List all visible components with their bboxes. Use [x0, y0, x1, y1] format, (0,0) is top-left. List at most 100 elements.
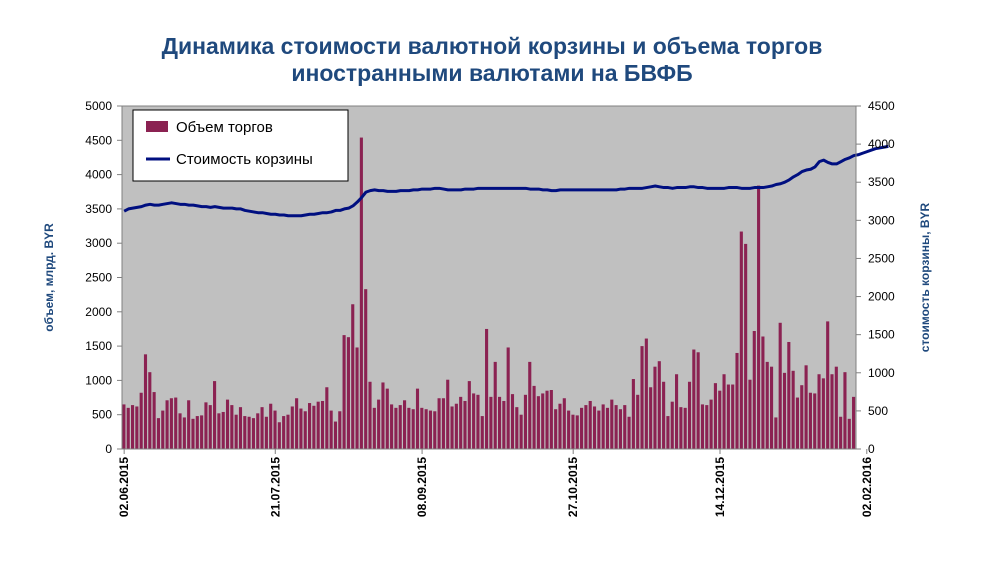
volume-bar: [295, 398, 299, 449]
left-tick-label: 5000: [85, 99, 112, 113]
x-axis: 02.06.2015 21.07.2015 08.09.2015 27.10.2015…: [117, 448, 874, 517]
chart-title-line2: иностранными валютами на БВФБ: [291, 60, 693, 86]
volume-bar: [515, 407, 519, 449]
volume-bar: [757, 185, 761, 449]
right-tick-label: 3000: [868, 213, 895, 227]
volume-bar: [143, 354, 148, 449]
volume-bar: [571, 414, 575, 449]
volume-bar: [139, 392, 143, 449]
volume-bar: [795, 397, 800, 449]
x-tick-label: 21.07.2015: [268, 457, 282, 517]
volume-bar: [744, 243, 748, 449]
volume-bar: [415, 388, 420, 449]
right-tick-label: 2500: [868, 251, 895, 265]
volume-bar: [372, 407, 376, 449]
volume-bar: [355, 347, 359, 449]
volume-bar: [700, 404, 705, 449]
volume-bar: [282, 416, 286, 449]
volume-bar: [381, 382, 385, 449]
volume-bar: [217, 413, 221, 449]
volume-bar: [424, 409, 428, 449]
volume-bar: [316, 401, 320, 449]
left-tick-label: 1000: [85, 373, 112, 387]
volume-bar: [454, 403, 458, 449]
volume-bar: [575, 415, 579, 449]
volume-bar: [675, 374, 679, 449]
volume-bar: [329, 410, 333, 449]
volume-bar: [644, 338, 648, 449]
volume-bar: [662, 381, 666, 449]
volume-bar: [770, 366, 774, 449]
volume-bar: [130, 405, 135, 449]
volume-bar: [174, 397, 178, 449]
volume-bar: [251, 418, 255, 449]
right-axis-title: стоимость корзины, BYR: [918, 202, 932, 352]
volume-bar: [584, 405, 588, 449]
volume-bar: [826, 321, 830, 449]
volume-bar: [852, 396, 856, 449]
volume-bar: [765, 361, 769, 449]
volume-bar: [433, 411, 437, 449]
volume-bar: [441, 398, 445, 449]
volume-bar: [351, 304, 355, 449]
volume-bar: [221, 411, 225, 449]
volume-bar: [545, 390, 549, 449]
volume-bar: [161, 410, 165, 449]
volume-bar: [523, 394, 527, 449]
volume-bar: [731, 384, 735, 449]
volume-bar: [834, 366, 838, 449]
left-tick-label: 500: [92, 408, 112, 422]
volume-bar: [519, 414, 523, 449]
volume-bar: [791, 370, 795, 449]
volume-bar: [225, 399, 230, 449]
volume-bar: [774, 417, 778, 449]
volume-bar: [679, 407, 683, 449]
volume-bar: [597, 410, 601, 449]
volume-bar: [640, 346, 644, 449]
volume-bar: [817, 374, 821, 449]
volume-bar: [187, 400, 191, 449]
volume-bar: [761, 336, 765, 449]
volume-bar: [800, 385, 804, 449]
right-tick-label: 4000: [868, 137, 895, 151]
volume-bar: [748, 379, 752, 449]
volume-bar: [260, 407, 264, 449]
volume-bar: [325, 387, 329, 449]
volume-bar: [610, 399, 614, 449]
legend-label-volume: Объем торгов: [176, 119, 273, 136]
volume-bar: [752, 331, 756, 449]
volume-bar: [554, 409, 558, 449]
volume-bar: [636, 394, 640, 449]
volume-bar: [601, 404, 605, 449]
volume-bar: [649, 387, 653, 449]
volume-bar: [502, 400, 506, 449]
volume-bar: [195, 416, 199, 449]
volume-bar: [506, 347, 510, 449]
volume-bar: [467, 381, 471, 449]
right-tick-label: 500: [868, 404, 888, 418]
volume-bar: [303, 411, 307, 449]
volume-bar: [739, 231, 743, 449]
volume-bar: [532, 385, 536, 449]
volume-bar: [290, 406, 294, 449]
volume-bar: [364, 289, 368, 449]
volume-bar: [614, 405, 618, 449]
volume-bar: [256, 413, 260, 449]
volume-bar: [368, 381, 372, 449]
volume-bar: [726, 384, 730, 449]
x-tick-label: 02.02.2016: [860, 457, 874, 517]
volume-bar: [269, 403, 273, 449]
right-tick-label: 0: [868, 442, 875, 456]
volume-bar: [657, 361, 661, 449]
right-tick-label: 1500: [868, 328, 895, 342]
volume-bar: [683, 407, 687, 449]
volume-bar: [200, 415, 204, 449]
volume-bar: [450, 406, 454, 449]
volume-bar: [493, 361, 497, 449]
volume-bar: [558, 403, 562, 449]
basket-cost-line: [123, 144, 889, 218]
volume-bar: [428, 410, 433, 449]
volume-bar: [333, 421, 338, 449]
volume-bar: [627, 416, 631, 449]
volume-bar: [592, 406, 597, 449]
